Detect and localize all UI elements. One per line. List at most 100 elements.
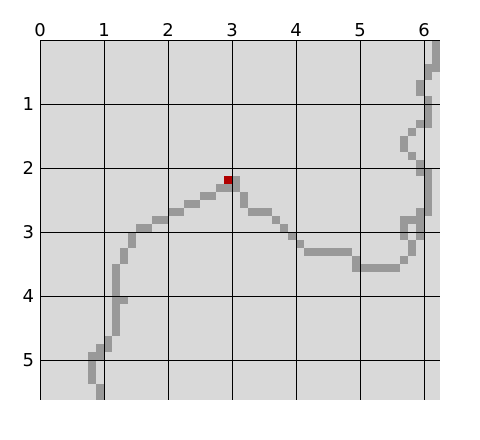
path-cell: [368, 264, 376, 272]
path-cell: [112, 272, 120, 280]
path-cell: [104, 336, 112, 344]
path-cell: [272, 216, 280, 224]
path-cell: [416, 224, 424, 232]
path-cell: [96, 384, 104, 392]
path-cell: [328, 248, 336, 256]
path-cell: [288, 232, 296, 240]
path-cell: [104, 344, 112, 352]
path-cell: [408, 216, 416, 224]
path-cell: [120, 256, 128, 264]
path-cell: [176, 208, 184, 216]
path-cell: [416, 216, 424, 224]
path-cell: [240, 192, 248, 200]
path-cell: [312, 248, 320, 256]
x-tick-label: 4: [290, 20, 301, 41]
path-cell: [416, 168, 424, 176]
path-cell: [360, 264, 368, 272]
path-cell: [416, 120, 424, 128]
path-cell: [144, 224, 152, 232]
path-cell: [112, 288, 120, 296]
path-cell: [344, 248, 352, 256]
path-cell: [432, 64, 440, 72]
path-cell: [424, 168, 432, 176]
path-cell: [200, 192, 208, 200]
y-tick-label: 2: [23, 158, 34, 179]
y-tick-label: 3: [23, 222, 34, 243]
path-cell: [408, 248, 416, 256]
y-axis-labels: 1 2 3 4 5: [23, 94, 34, 371]
path-cell: [408, 128, 416, 136]
path-cell: [112, 328, 120, 336]
path-cell: [400, 224, 408, 232]
path-cell: [424, 112, 432, 120]
x-tick-label: 5: [354, 20, 365, 41]
path-cell: [416, 208, 424, 216]
path-cell: [416, 232, 424, 240]
path-cell: [120, 296, 128, 304]
path-cell: [400, 256, 408, 264]
path-cell: [240, 200, 248, 208]
path-cell: [248, 208, 256, 216]
path-cell: [416, 160, 424, 168]
path-cell: [112, 280, 120, 288]
y-tick-label: 5: [23, 350, 34, 371]
path-cell: [424, 184, 432, 192]
path-cell: [152, 216, 160, 224]
y-tick-label: 1: [23, 94, 34, 115]
path-cell: [432, 48, 440, 56]
path-cell: [112, 264, 120, 272]
path-cell: [424, 200, 432, 208]
x-tick-label: 0: [34, 20, 45, 41]
path-cell: [416, 80, 424, 88]
path-cell: [96, 352, 104, 360]
path-cell: [432, 56, 440, 64]
x-tick-label: 1: [98, 20, 109, 41]
path-cell: [112, 312, 120, 320]
path-cell: [392, 264, 400, 272]
path-cell: [408, 240, 416, 248]
path-cell: [112, 304, 120, 312]
path-cell: [184, 200, 192, 208]
y-tick-label: 4: [23, 286, 34, 307]
path-cell: [352, 256, 360, 264]
path-cell: [304, 248, 312, 256]
agent-marker: [224, 176, 232, 184]
path-cell: [208, 192, 216, 200]
x-tick-label: 6: [418, 20, 429, 41]
path-cell: [408, 152, 416, 160]
path-cell: [96, 392, 104, 400]
x-tick-label: 2: [162, 20, 173, 41]
path-cell: [88, 352, 96, 360]
grid-lines: [40, 40, 440, 400]
path-cell: [400, 232, 408, 240]
path-cell: [112, 320, 120, 328]
x-tick-label: 3: [226, 20, 237, 41]
path-cell: [424, 96, 432, 104]
path-cell: [432, 40, 440, 48]
path-cell: [88, 368, 96, 376]
path-cell: [376, 264, 384, 272]
path-cell: [384, 264, 392, 272]
path-cell: [88, 376, 96, 384]
path-cell: [424, 176, 432, 184]
path-cell: [264, 208, 272, 216]
path-cell: [128, 240, 136, 248]
path-cell: [400, 144, 408, 152]
path-cell: [192, 200, 200, 208]
path-cell: [128, 232, 136, 240]
path-cell: [400, 216, 408, 224]
path-cell: [352, 264, 360, 272]
path-cell: [280, 224, 288, 232]
path-cell: [224, 184, 232, 192]
path-cell: [216, 184, 224, 192]
x-axis-labels: 0 1 2 3 4 5 6: [34, 20, 429, 41]
path-cell: [424, 208, 432, 216]
path-cell: [424, 72, 432, 80]
path-cell: [320, 248, 328, 256]
path-cell: [296, 240, 304, 248]
path-cell: [112, 296, 120, 304]
path-cell: [400, 136, 408, 144]
agent-layer: [224, 176, 232, 184]
path-cell: [232, 184, 240, 192]
